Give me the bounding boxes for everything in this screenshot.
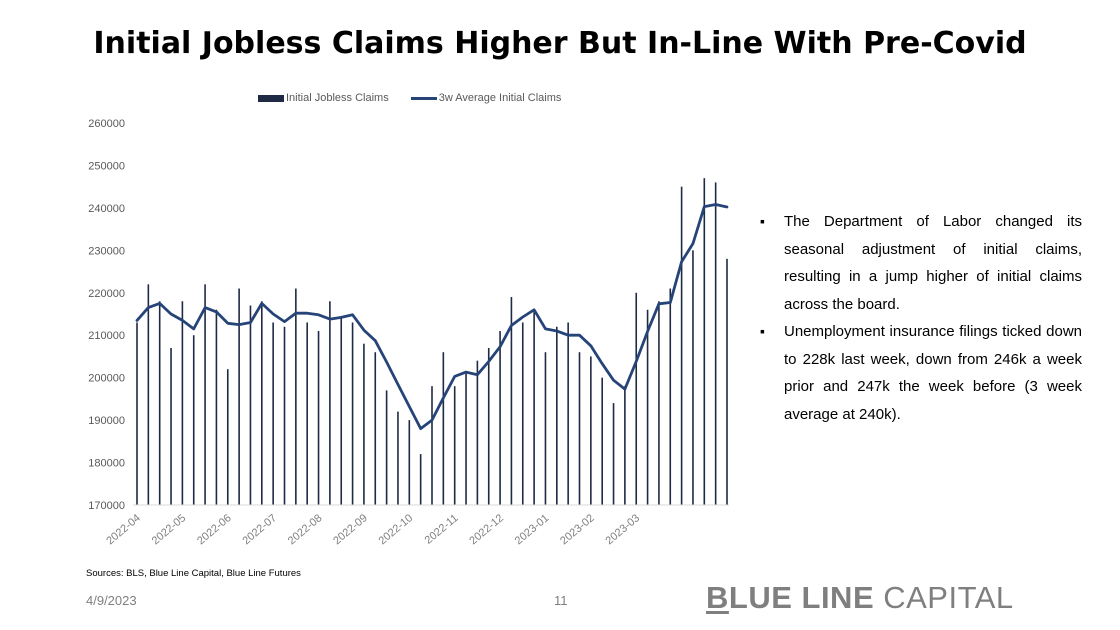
claims-bar [408,420,411,505]
claims-bar [351,322,354,505]
claims-bar [363,343,365,505]
claims-bar [726,258,728,505]
page-number: 11 [554,593,568,608]
claims-bar [556,326,558,505]
chart-legend: Initial Jobless Claims 3w Average Initia… [258,92,561,104]
slide-title: Initial Jobless Claims Higher But In-Lin… [93,26,1027,61]
claims-bar [272,322,274,505]
y-tick-label: 220000 [88,288,125,300]
x-tick-label: 2022-11 [423,512,461,547]
y-tick-label: 200000 [88,373,125,385]
x-tick-label: 2023-03 [604,512,643,547]
y-tick-label: 210000 [88,330,125,342]
claims-bar [249,305,252,505]
claims-bar [204,284,206,505]
claims-bar [499,330,501,505]
claims-bar [295,288,297,505]
claims-bar [658,301,660,505]
claims-bar [317,330,320,505]
sources-note: Sources: BLS, Blue Line Capital, Blue Li… [86,568,301,579]
claims-bar [340,318,343,505]
claims-bar [465,373,467,505]
claims-bar [374,352,377,505]
claims-bar [329,301,331,505]
x-tick-label: 2022-06 [195,512,234,547]
x-tick-label: 2022-08 [286,512,325,547]
claims-bar [578,352,581,505]
jobless-claims-chart: 170000 180000 190000 200000 210000 220000 2300… [88,118,729,547]
y-tick-label: 170000 [88,500,125,512]
claims-bar [714,182,717,505]
claims-bar [215,309,218,505]
claims-bar [521,322,524,505]
claims-bar [192,335,195,505]
claims-bar [147,284,150,505]
claims-bar [703,178,706,505]
claims-bar [397,411,399,505]
y-tick-label: 230000 [88,245,125,257]
slide-date: 4/9/2023 [86,593,137,608]
claims-bar [181,301,184,505]
claims-bar [487,347,490,505]
x-tick-label: 2022-05 [150,512,189,547]
claims-bar [590,356,592,505]
claims-bar [385,390,388,505]
bullet-item: The Department of Labor changed its seas… [760,208,1082,318]
brand-logo: BLUE LINE CAPITAL [706,580,1014,615]
claims-bar [635,292,638,505]
claims-bar [646,309,649,505]
commentary: The Department of Labor changed its seas… [760,208,1082,428]
x-tick-label: 2022-12 [467,512,506,547]
y-tick-label: 260000 [88,118,125,130]
claims-bar [306,322,308,505]
bullet-item: Unemployment insurance filings ticked do… [760,318,1082,428]
claims-bar [261,301,263,505]
claims-bar [136,322,138,505]
x-tick-label: 2023-02 [558,512,597,547]
claims-bar [431,386,433,505]
legend-line-label: 3w Average Initial Claims [438,92,562,104]
legend-line-swatch [410,96,437,100]
claims-bar [601,377,603,505]
claims-bar [158,301,161,505]
x-tick-label: 2022-09 [331,512,370,547]
x-tick-label: 2022-04 [104,512,143,547]
claims-bar [692,250,694,505]
claims-bar [170,347,172,505]
claims-bar [680,186,683,505]
claims-bar [283,326,286,505]
claims-bar [624,386,626,505]
claims-bar [419,454,422,505]
y-tick-label: 180000 [88,458,125,470]
x-tick-label: 2023-01 [513,512,552,547]
y-tick-label: 190000 [88,415,125,427]
claims-bar [226,369,229,505]
claims-bar [510,297,513,505]
avg-claims-line [135,203,729,431]
x-tick-label: 2022-10 [377,512,416,547]
claims-bar [544,352,547,505]
claims-bar [238,288,240,505]
x-tick-label: 2022-07 [240,512,279,547]
claims-bar [567,322,569,505]
claims-bar [453,386,456,505]
legend-bar-label: Initial Jobless Claims [286,92,389,104]
y-tick-label: 250000 [88,160,125,172]
claims-bar [476,360,479,505]
claims-bar [612,403,615,505]
legend-bar-swatch [258,94,284,102]
claims-bar [442,352,445,505]
claims-bar [669,288,672,505]
claims-bar [533,309,535,505]
y-tick-label: 240000 [88,203,125,215]
